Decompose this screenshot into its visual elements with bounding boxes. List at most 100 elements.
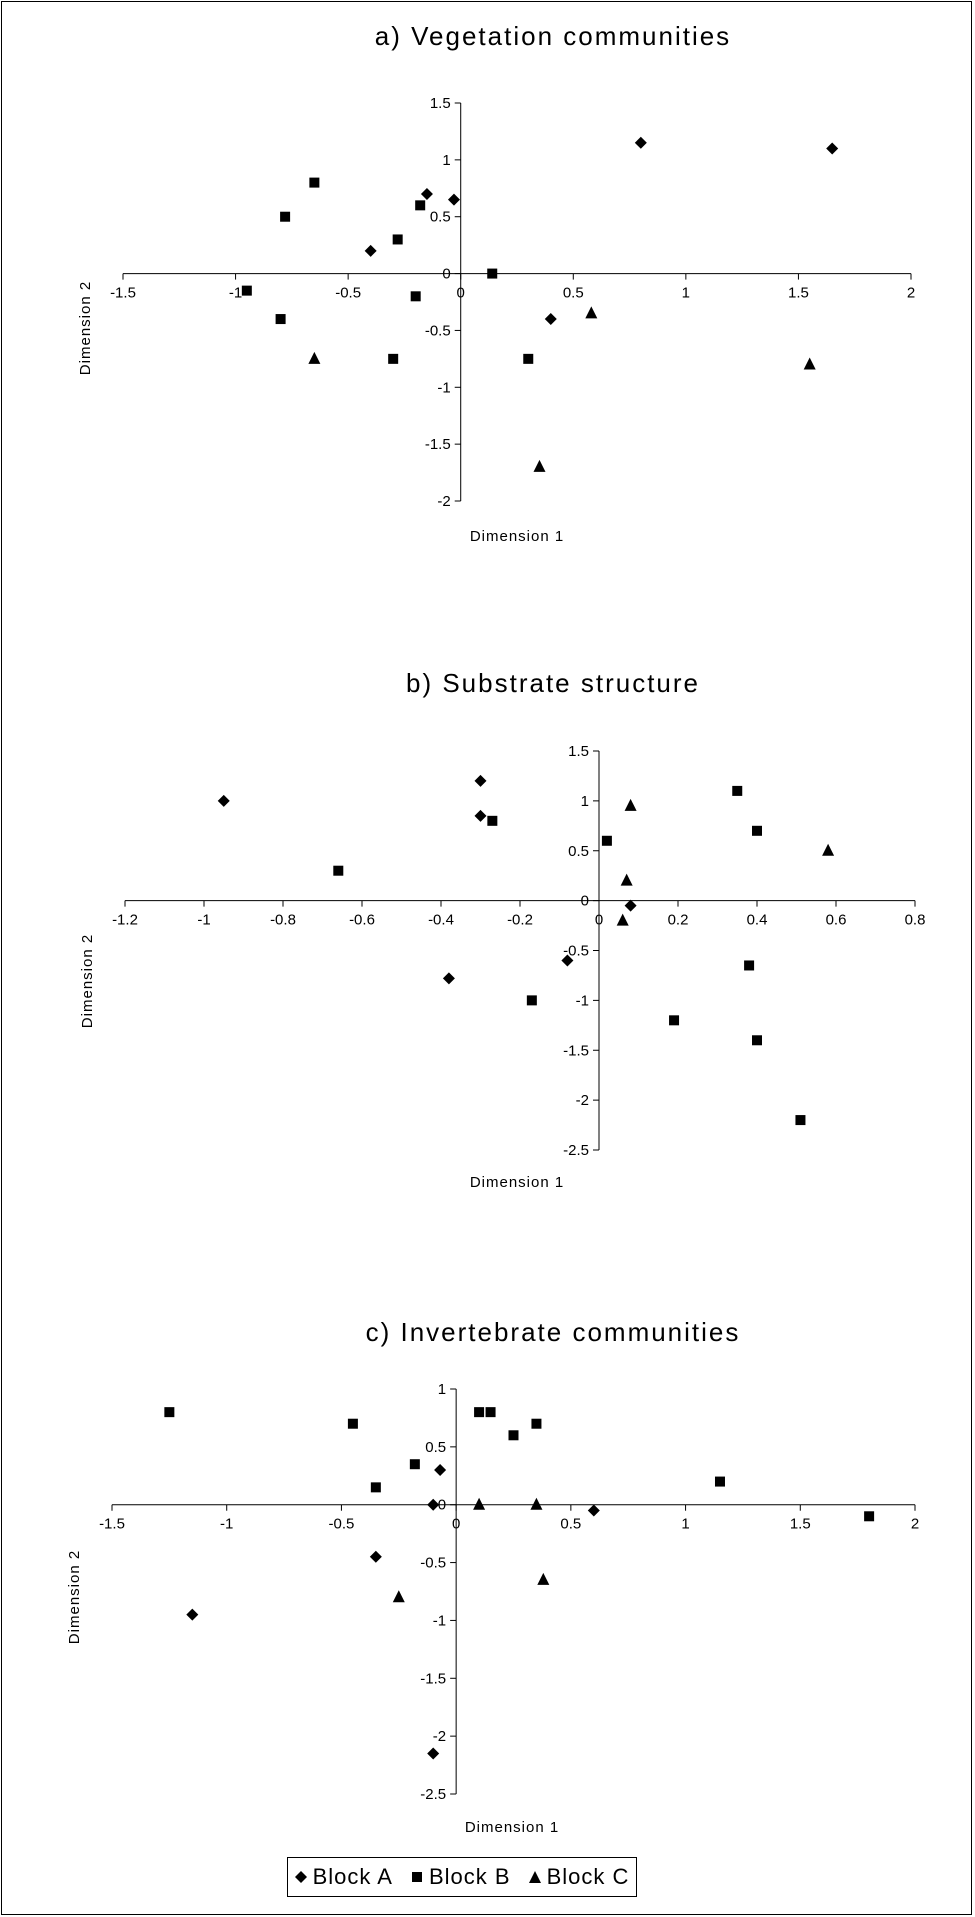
y-tick-label: -2.5: [563, 1142, 589, 1159]
y-tick-label: 0: [442, 266, 450, 283]
point-block-a: [217, 794, 230, 807]
point-block-b: [508, 1430, 519, 1441]
point-block-c: [537, 1572, 550, 1585]
point-block-c: [585, 306, 598, 319]
x-tick-label: 0.5: [563, 285, 584, 302]
legend-item-block-c: Block C: [528, 1864, 630, 1890]
x-tick-label: 1: [682, 285, 690, 302]
y-tick-label: -2: [437, 493, 450, 510]
y-tick-label: -1: [433, 1612, 446, 1629]
x-tick-label: 0.8: [905, 912, 926, 929]
point-block-a: [364, 244, 377, 257]
point-block-b: [523, 353, 534, 364]
point-block-a: [587, 1504, 600, 1517]
point-block-b: [744, 960, 755, 971]
point-block-a: [474, 774, 487, 787]
point-block-a: [474, 809, 487, 822]
point-block-a: [544, 313, 557, 326]
point-block-a: [434, 1464, 447, 1476]
y-tick-label: -1.5: [425, 436, 451, 453]
y-tick-label: 1: [438, 1381, 446, 1398]
point-block-c: [624, 798, 637, 811]
point-block-c: [392, 1590, 405, 1603]
x-tick-label: 0.2: [668, 912, 689, 929]
point-block-b: [333, 865, 344, 876]
y-tick-label: 0.5: [568, 843, 589, 860]
point-block-a: [447, 193, 460, 206]
point-block-c: [822, 843, 835, 856]
x-tick-label: -1.5: [110, 285, 136, 302]
chart-title: c) Invertebrate communities: [366, 1317, 741, 1347]
point-block-a: [420, 187, 433, 200]
point-block-b: [485, 1407, 496, 1418]
y-tick-label: -0.5: [425, 322, 451, 339]
point-block-a: [369, 1550, 382, 1563]
point-block-c: [473, 1497, 486, 1510]
point-block-b: [526, 995, 537, 1006]
y-tick-label: 0: [581, 893, 589, 910]
square-icon: [411, 1872, 422, 1882]
point-block-b: [347, 1418, 358, 1429]
point-block-a: [427, 1747, 440, 1760]
point-block-c: [803, 357, 816, 370]
x-tick-label: -0.5: [335, 285, 361, 302]
x-tick-label: -0.8: [270, 912, 296, 929]
x-tick-label: -1.5: [99, 1516, 125, 1533]
point-block-b: [752, 825, 762, 836]
point-block-b: [531, 1418, 542, 1429]
y-tick-label: -0.5: [563, 943, 589, 960]
point-block-b: [795, 1115, 806, 1126]
x-tick-label: 0: [457, 285, 465, 302]
point-block-a: [442, 972, 455, 985]
point-block-b: [732, 785, 743, 796]
x-axis-label: Dimension 1: [470, 528, 564, 545]
legend-label: Block A: [312, 1864, 393, 1889]
x-tick-label: 0.6: [826, 912, 847, 929]
point-block-a: [186, 1608, 199, 1621]
y-tick-label: -2: [433, 1728, 446, 1745]
y-tick-label: -1: [576, 992, 589, 1009]
x-tick-label: 1: [681, 1516, 689, 1533]
point-block-c: [616, 913, 629, 926]
point-block-b: [409, 1459, 420, 1470]
point-block-b: [669, 1015, 680, 1026]
y-tick-label: 0: [438, 1497, 446, 1514]
chart-title: b) Substrate structure: [406, 668, 700, 698]
y-tick-label: -2: [576, 1092, 589, 1109]
x-tick-label: -1: [229, 285, 242, 302]
legend-item-block-a: Block A: [294, 1864, 393, 1890]
y-tick-label: 0.5: [430, 209, 451, 226]
x-tick-label: -1.2: [112, 912, 138, 929]
y-tick-label: 1.5: [430, 95, 451, 112]
point-block-b: [370, 1482, 381, 1493]
x-tick-label: -0.4: [428, 912, 454, 929]
point-block-b: [601, 835, 612, 846]
y-tick-label: 0.5: [425, 1439, 446, 1456]
point-block-b: [864, 1511, 875, 1522]
legend-item-block-b: Block B: [411, 1864, 511, 1890]
point-block-a: [826, 142, 839, 155]
triangle-icon: [528, 1871, 541, 1883]
legend: Block A Block B Block C: [287, 1857, 637, 1897]
point-block-b: [474, 1407, 485, 1418]
y-tick-label: -1: [437, 379, 450, 396]
point-block-c: [620, 873, 633, 886]
y-axis-label: Dimension 2: [79, 934, 96, 1028]
point-block-b: [392, 234, 403, 245]
x-tick-label: -1: [197, 912, 210, 929]
y-tick-label: 1: [581, 793, 589, 810]
point-block-b: [164, 1407, 175, 1418]
point-block-b: [487, 815, 498, 826]
y-tick-label: -0.5: [420, 1555, 446, 1572]
point-block-c: [533, 459, 546, 472]
point-block-b: [241, 285, 252, 296]
x-tick-label: 0: [452, 1516, 460, 1533]
x-tick-label: 1.5: [790, 1516, 811, 1533]
point-block-b: [487, 268, 498, 279]
point-block-b: [275, 314, 286, 325]
x-tick-label: 1.5: [788, 285, 809, 302]
point-block-a: [427, 1498, 440, 1511]
point-block-b: [309, 177, 320, 188]
